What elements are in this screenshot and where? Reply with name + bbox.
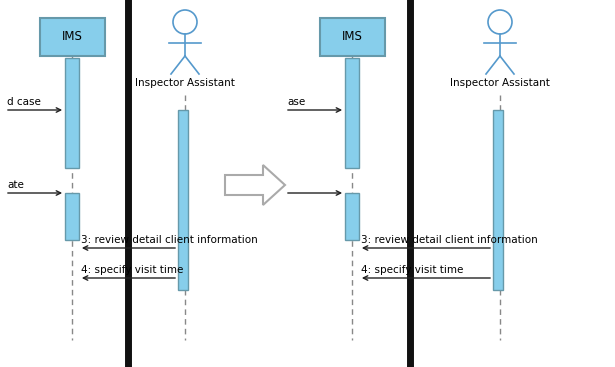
Bar [65,58,79,168]
Text: ase: ase [287,97,305,107]
Bar [65,193,79,240]
Text: 3: review detail client information: 3: review detail client information [81,235,258,245]
Text: 3: review detail client information: 3: review detail client information [361,235,538,245]
FancyArrow shape [225,165,285,205]
Bar [345,58,359,168]
Bar [178,110,188,290]
Bar [493,110,503,290]
Bar [345,193,359,240]
Text: ate: ate [7,180,24,190]
Text: 4: specify visit time: 4: specify visit time [361,265,463,275]
Bar [40,18,105,56]
Bar [320,18,385,56]
Text: IMS: IMS [342,30,363,44]
Text: 4: specify visit time: 4: specify visit time [81,265,183,275]
Text: IMS: IMS [62,30,83,44]
Text: d case: d case [7,97,41,107]
Text: Inspector Assistant: Inspector Assistant [450,78,550,88]
Text: Inspector Assistant: Inspector Assistant [135,78,235,88]
